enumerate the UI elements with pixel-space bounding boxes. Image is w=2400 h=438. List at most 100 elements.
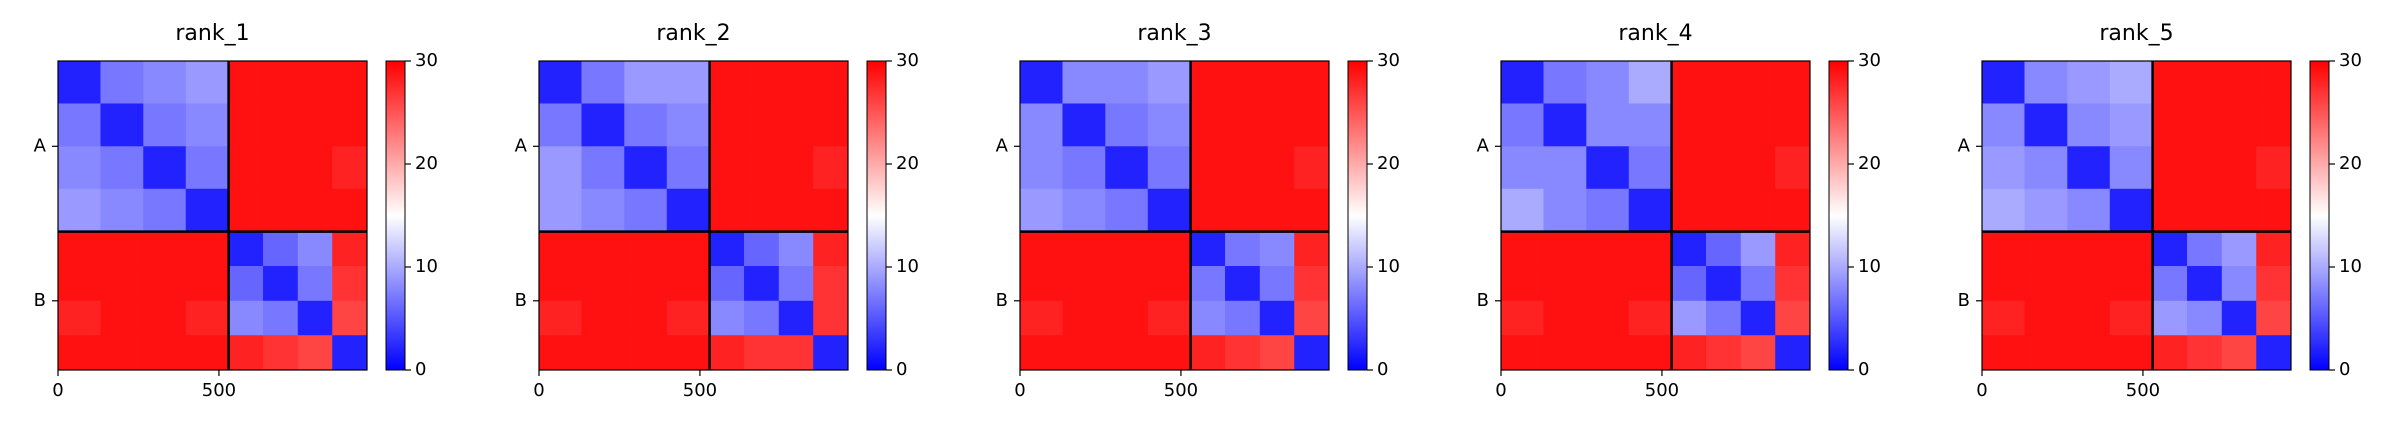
colorbar-tick-label: 10: [2339, 256, 2362, 277]
heatmap-cell: [1740, 231, 1776, 267]
heatmap-cell: [2067, 188, 2111, 233]
heatmap-cell: [1190, 266, 1226, 302]
heatmap-cell: [624, 266, 668, 302]
heatmap-cell: [1628, 146, 1673, 190]
heatmap-cell: [143, 231, 187, 267]
heatmap-cell: [1775, 335, 1811, 371]
heatmap-cell: [185, 335, 230, 371]
heatmap-cell: [263, 266, 299, 302]
x-tick-label: 500: [1164, 380, 1198, 401]
heatmap-cell: [263, 188, 299, 233]
heatmap-cell: [1105, 146, 1149, 190]
plot-frame: [1019, 60, 1330, 371]
heatmap-cell: [1740, 146, 1776, 190]
heatmap-cell: [1062, 146, 1106, 190]
heatmap-cell: [778, 103, 814, 147]
heatmap-cell: [2187, 266, 2223, 302]
heatmap-cell: [539, 61, 582, 104]
heatmap-cell: [1740, 300, 1776, 336]
heatmap-cell: [1190, 231, 1226, 267]
heatmap-cell: [666, 231, 711, 267]
heatmap-cell: [539, 231, 582, 267]
heatmap-cell: [2109, 300, 2154, 336]
heatmap-cell: [1586, 146, 1630, 190]
heatmap-cell: [100, 103, 144, 147]
heatmap-cell: [813, 188, 849, 233]
plot-frame: [1981, 60, 2292, 371]
plot-frame: [57, 60, 368, 371]
x-tick-label: 0: [1014, 380, 1025, 401]
heatmap-cell: [624, 103, 668, 147]
heatmap-cell: [297, 61, 333, 104]
heatmap-cell: [1706, 103, 1742, 147]
heatmap-cell: [2187, 300, 2223, 336]
heatmap-cell: [666, 335, 711, 371]
heatmap-cell: [1586, 300, 1630, 336]
heatmap-cell: [2024, 335, 2068, 371]
heatmap-cell: [1501, 103, 1544, 147]
heatmap-cell: [297, 188, 333, 233]
heatmap-cell: [1225, 103, 1261, 147]
heatmap-cell: [1543, 188, 1587, 233]
heatmap-cell: [2067, 61, 2111, 104]
heatmap-cell: [666, 61, 711, 104]
heatmap-cell: [813, 146, 849, 190]
heatmap-cell: [58, 266, 101, 302]
heatmap-cell: [581, 335, 625, 371]
heatmap-cell: [2221, 300, 2257, 336]
colorbar-tick-label: 10: [415, 256, 438, 277]
heatmap-cell: [1020, 188, 1063, 233]
y-tick-label: B: [1477, 290, 1489, 311]
heatmap-cell: [1259, 61, 1295, 104]
heatmap-cell: [1294, 266, 1330, 302]
heatmap-cell: [1259, 266, 1295, 302]
heatmap-cell: [666, 300, 711, 336]
y-tick-label: A: [996, 135, 1009, 156]
heatmap-cell: [778, 61, 814, 104]
heatmap-cell: [1740, 266, 1776, 302]
y-tick-label: B: [515, 290, 527, 311]
heatmap-cell: [100, 61, 144, 104]
heatmap-cell: [143, 300, 187, 336]
colorbar-tick-label: 20: [415, 153, 438, 174]
heatmap-cell: [1294, 103, 1330, 147]
heatmap-cell: [2256, 61, 2292, 104]
heatmap-cell: [813, 335, 849, 371]
heatmap-cell: [1147, 61, 1192, 104]
heatmap-cell: [263, 103, 299, 147]
chart-title: rank_3: [1137, 21, 1211, 46]
heatmap-cell: [2109, 146, 2154, 190]
heatmap-cell: [100, 231, 144, 267]
heatmap-cell: [2152, 231, 2188, 267]
heatmap-cell: [709, 266, 745, 302]
heatmap-cell: [1062, 103, 1106, 147]
heatmap-cell: [1982, 103, 2025, 147]
heatmap-cell: [2187, 146, 2223, 190]
heatmap-cell: [1775, 61, 1811, 104]
heatmap-cell: [1586, 61, 1630, 104]
heatmap-cell: [297, 146, 333, 190]
heatmap-cell: [1105, 300, 1149, 336]
colorbar-tick-label: 0: [1377, 359, 1388, 380]
heatmap-cell: [539, 266, 582, 302]
heatmap-cell: [1775, 231, 1811, 267]
heatmap-cell: [1020, 146, 1063, 190]
heatmap-cell: [2067, 146, 2111, 190]
heatmap-cell: [1982, 146, 2025, 190]
heatmap-cell: [624, 300, 668, 336]
heatmap-cell: [1225, 146, 1261, 190]
heatmap-cell: [2067, 231, 2111, 267]
colorbar-tick-label: 20: [896, 153, 919, 174]
heatmap-cell: [813, 61, 849, 104]
heatmap-cell: [1020, 61, 1063, 104]
heatmap-cell: [332, 335, 368, 371]
heatmap-cell: [1775, 188, 1811, 233]
heatmap-cell: [58, 61, 101, 104]
colorbar: [866, 60, 887, 371]
heatmap-cell: [744, 266, 780, 302]
colorbar-tick-label: 30: [1377, 50, 1400, 71]
heatmap-cell: [1543, 146, 1587, 190]
heatmap-cell: [2067, 335, 2111, 371]
heatmap-cell: [1982, 231, 2025, 267]
heatmap-cell: [1706, 335, 1742, 371]
